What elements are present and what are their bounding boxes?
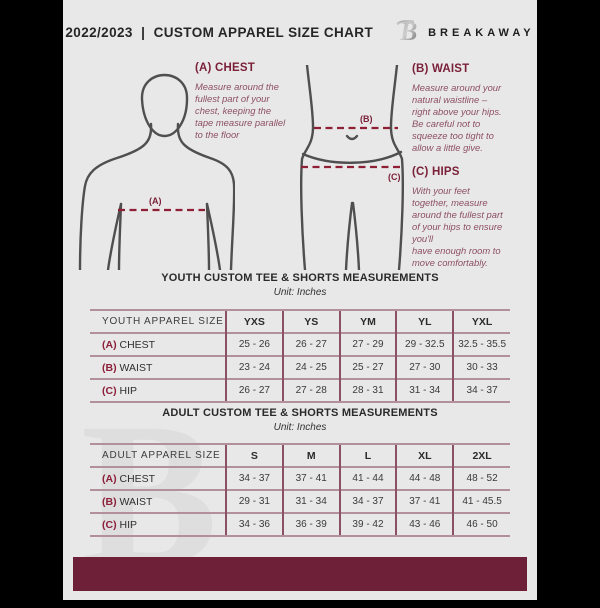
brand-name: BREAKAWAY	[428, 26, 535, 39]
lower-body-diagram: (B) (C)	[299, 65, 405, 270]
cell: 28 - 31	[338, 378, 397, 403]
cell: 25 - 26	[225, 332, 283, 356]
cell: 46 - 50	[452, 512, 510, 537]
brand-lockup: B BREAKAWAY	[395, 16, 535, 49]
cell: 44 - 48	[395, 466, 454, 490]
size-col-header: M	[281, 443, 340, 467]
cell: 34 - 36	[225, 512, 283, 537]
cell: 41 - 44	[338, 466, 397, 490]
cell: 27 - 29	[338, 332, 397, 356]
cell: 27 - 30	[395, 355, 454, 379]
cell: 29 - 32.5	[395, 332, 454, 356]
table-row: (C) HIP 26 - 27 27 - 28 28 - 31 31 - 34 …	[90, 378, 510, 403]
waist-instructions: (B) WAIST Measure around your natural wa…	[412, 63, 534, 154]
torso-diagram: (A)	[78, 73, 235, 270]
row-label: (C) HIP	[90, 512, 226, 537]
table-row: (A) CHEST 25 - 26 26 - 27 27 - 29 29 - 3…	[90, 332, 510, 356]
cell: 32.5 - 35.5	[452, 332, 510, 356]
row-label: (A) CHEST	[90, 332, 226, 356]
chest-instructions: (A) CHEST Measure around the fullest par…	[195, 62, 313, 141]
size-col-header: YM	[338, 309, 397, 333]
cell: 24 - 25	[281, 355, 340, 379]
size-col-header: S	[225, 443, 283, 467]
size-col-header: YXL	[452, 309, 510, 333]
hips-line-label: (C)	[388, 172, 401, 182]
adult-table-unit: Unit: Inches	[273, 422, 327, 433]
cell: 37 - 41	[281, 466, 340, 490]
cell: 41 - 45.5	[452, 489, 510, 513]
chest-heading: (A) CHEST	[195, 62, 255, 74]
table-row: (B) WAIST 23 - 24 24 - 25 25 - 27 27 - 3…	[90, 355, 510, 379]
waist-line-label: (B)	[360, 114, 373, 124]
hips-instructions: (C) HIPS With your feet together, measur…	[412, 166, 538, 269]
row-label: (C) HIP	[90, 378, 226, 403]
cell: 29 - 31	[225, 489, 283, 513]
cell: 27 - 28	[281, 378, 340, 403]
cell: 31 - 34	[395, 378, 454, 403]
cell: 31 - 34	[281, 489, 340, 513]
hips-heading: (C) HIPS	[412, 166, 460, 178]
table-row: (B) WAIST 29 - 31 31 - 34 34 - 37 37 - 4…	[90, 489, 510, 513]
size-col-header: XL	[395, 443, 454, 467]
cell: 34 - 37	[338, 489, 397, 513]
cell: 34 - 37	[225, 466, 283, 490]
cell: 36 - 39	[281, 512, 340, 537]
adult-header-row: ADULT APPAREL SIZE S M L XL 2XL	[90, 443, 510, 467]
cell: 37 - 41	[395, 489, 454, 513]
page-title: 2022/2023 | CUSTOM APPAREL SIZE CHART	[65, 25, 374, 40]
cell: 23 - 24	[225, 355, 283, 379]
row-label: (B) WAIST	[90, 489, 226, 513]
adult-size-label-header: ADULT APPAREL SIZE	[90, 443, 226, 467]
header: 2022/2023 | CUSTOM APPAREL SIZE CHART B …	[63, 16, 537, 49]
adult-size-table: ADULT APPAREL SIZE S M L XL 2XL (A) CHES…	[90, 443, 510, 537]
cell: 34 - 37	[452, 378, 510, 403]
cell: 26 - 27	[281, 332, 340, 356]
size-col-header: L	[338, 443, 397, 467]
size-chart-page: B 2022/2023 | CUSTOM APPAREL SIZE CHART …	[63, 0, 537, 600]
table-row: (C) HIP 34 - 36 36 - 39 39 - 42 43 - 46 …	[90, 512, 510, 537]
youth-table-title: YOUTH CUSTOM TEE & SHORTS MEASUREMENTS	[161, 272, 439, 284]
youth-header-row: YOUTH APPAREL SIZE YXS YS YM YL YXL	[90, 309, 510, 333]
table-row: (A) CHEST 34 - 37 37 - 41 41 - 44 44 - 4…	[90, 466, 510, 490]
adult-table-title: ADULT CUSTOM TEE & SHORTS MEASUREMENTS	[162, 407, 438, 419]
cell: 30 - 33	[452, 355, 510, 379]
size-col-header: 2XL	[452, 443, 510, 467]
chest-line-label: (A)	[149, 196, 162, 206]
size-col-header: YL	[395, 309, 454, 333]
hips-text: With your feet together, measure around …	[412, 185, 503, 268]
youth-size-table: YOUTH APPAREL SIZE YXS YS YM YL YXL (A) …	[90, 309, 510, 403]
size-col-header: YS	[281, 309, 340, 333]
footer-bar	[73, 557, 527, 591]
size-col-header: YXS	[225, 309, 283, 333]
youth-table-unit: Unit: Inches	[273, 287, 327, 298]
waist-heading: (B) WAIST	[412, 63, 470, 75]
chest-text: Measure around the fullest part of your …	[195, 81, 286, 140]
svg-text:B: B	[399, 17, 417, 44]
waist-text: Measure around your natural waistline – …	[412, 82, 502, 153]
cell: 25 - 27	[338, 355, 397, 379]
youth-size-label-header: YOUTH APPAREL SIZE	[90, 309, 226, 333]
row-label: (B) WAIST	[90, 355, 226, 379]
cell: 26 - 27	[225, 378, 283, 403]
cell: 39 - 42	[338, 512, 397, 537]
breakaway-b-logo-icon: B	[395, 16, 419, 49]
row-label: (A) CHEST	[90, 466, 226, 490]
cell: 48 - 52	[452, 466, 510, 490]
cell: 43 - 46	[395, 512, 454, 537]
